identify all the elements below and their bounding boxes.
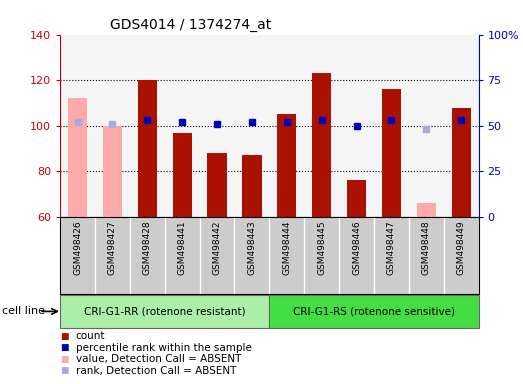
Text: ■: ■ [60,366,69,375]
Text: GDS4014 / 1374274_at: GDS4014 / 1374274_at [110,18,271,32]
Text: GSM498443: GSM498443 [247,221,256,275]
Text: GSM498445: GSM498445 [317,221,326,275]
Text: GSM498427: GSM498427 [108,221,117,275]
Text: ■: ■ [60,343,69,352]
Text: CRI-G1-RS (rotenone sensitive): CRI-G1-RS (rotenone sensitive) [293,306,455,316]
Text: GSM498449: GSM498449 [457,221,465,275]
Text: percentile rank within the sample: percentile rank within the sample [76,343,252,353]
Text: value, Detection Call = ABSENT: value, Detection Call = ABSENT [76,354,241,364]
Bar [60,295,269,328]
Bar [417,203,436,217]
Text: count: count [76,331,105,341]
Text: GSM498446: GSM498446 [352,221,361,275]
Text: rank, Detection Call = ABSENT: rank, Detection Call = ABSENT [76,366,236,376]
Text: GSM498441: GSM498441 [178,221,187,275]
Text: ■: ■ [60,354,69,364]
Bar [242,156,262,217]
Text: cell line: cell line [2,306,44,316]
Text: GSM498447: GSM498447 [387,221,396,275]
Text: GSM498444: GSM498444 [282,221,291,275]
Text: GSM498428: GSM498428 [143,221,152,275]
Text: GSM498442: GSM498442 [212,221,222,275]
Bar [347,180,366,217]
Bar [451,108,471,217]
Bar [312,73,331,217]
Bar [208,153,226,217]
Bar [269,295,479,328]
Bar [103,126,122,217]
Bar [173,132,192,217]
Text: GSM498426: GSM498426 [73,221,82,275]
Bar [277,114,297,217]
Bar [138,80,157,217]
Text: ■: ■ [60,331,69,341]
Bar [68,98,87,217]
Bar [382,89,401,217]
Text: CRI-G1-RR (rotenone resistant): CRI-G1-RR (rotenone resistant) [84,306,246,316]
Text: GSM498448: GSM498448 [422,221,431,275]
